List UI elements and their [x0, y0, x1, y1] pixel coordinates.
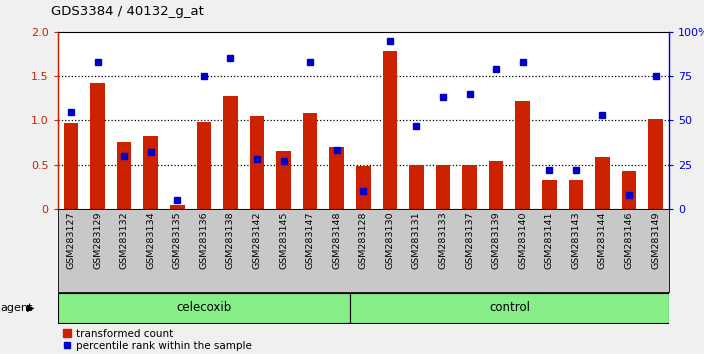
Text: GSM283136: GSM283136	[199, 211, 208, 269]
Text: GSM283139: GSM283139	[491, 211, 501, 269]
Bar	[223, 97, 238, 209]
Text: GSM283143: GSM283143	[572, 211, 580, 269]
Bar	[595, 156, 610, 209]
Text: GSM283128: GSM283128	[359, 211, 367, 269]
Bar	[542, 180, 557, 209]
Text: celecoxib: celecoxib	[176, 302, 232, 314]
Text: GSM283135: GSM283135	[172, 211, 182, 269]
Bar	[170, 205, 184, 209]
Bar	[569, 180, 583, 209]
Text: GSM283142: GSM283142	[253, 211, 261, 269]
Bar	[196, 122, 211, 209]
Text: GSM283129: GSM283129	[93, 211, 102, 269]
Bar	[303, 113, 318, 209]
Text: GSM283137: GSM283137	[465, 211, 474, 269]
Bar	[276, 152, 291, 209]
Text: GSM283133: GSM283133	[439, 211, 448, 269]
Text: GSM283130: GSM283130	[385, 211, 394, 269]
Bar	[250, 116, 264, 209]
Text: GSM283140: GSM283140	[518, 211, 527, 269]
Bar	[350, 293, 669, 323]
Text: GSM283145: GSM283145	[279, 211, 288, 269]
Text: GSM283146: GSM283146	[624, 211, 634, 269]
Bar	[329, 147, 344, 209]
Text: GSM283147: GSM283147	[306, 211, 315, 269]
Bar	[63, 123, 78, 209]
Bar	[648, 119, 663, 209]
Text: GSM283141: GSM283141	[545, 211, 554, 269]
Text: control: control	[489, 302, 530, 314]
Text: GSM283127: GSM283127	[66, 211, 75, 269]
Text: agent: agent	[0, 303, 32, 313]
Text: GDS3384 / 40132_g_at: GDS3384 / 40132_g_at	[51, 5, 203, 18]
Text: GSM283131: GSM283131	[412, 211, 421, 269]
Bar	[463, 165, 477, 209]
Bar	[436, 165, 451, 209]
Text: GSM283149: GSM283149	[651, 211, 660, 269]
Bar	[382, 51, 397, 209]
Bar	[117, 143, 132, 209]
Bar	[144, 136, 158, 209]
Legend: transformed count, percentile rank within the sample: transformed count, percentile rank withi…	[63, 329, 252, 351]
Text: GSM283132: GSM283132	[120, 211, 129, 269]
Bar	[356, 166, 370, 209]
Bar	[90, 83, 105, 209]
Text: GSM283148: GSM283148	[332, 211, 341, 269]
Text: GSM283134: GSM283134	[146, 211, 155, 269]
Bar	[622, 171, 636, 209]
Bar	[515, 101, 530, 209]
Text: GSM283138: GSM283138	[226, 211, 235, 269]
Bar	[409, 166, 424, 209]
Text: GSM283144: GSM283144	[598, 211, 607, 269]
Bar	[58, 293, 350, 323]
Text: ▶: ▶	[27, 303, 34, 313]
Bar	[489, 161, 503, 209]
